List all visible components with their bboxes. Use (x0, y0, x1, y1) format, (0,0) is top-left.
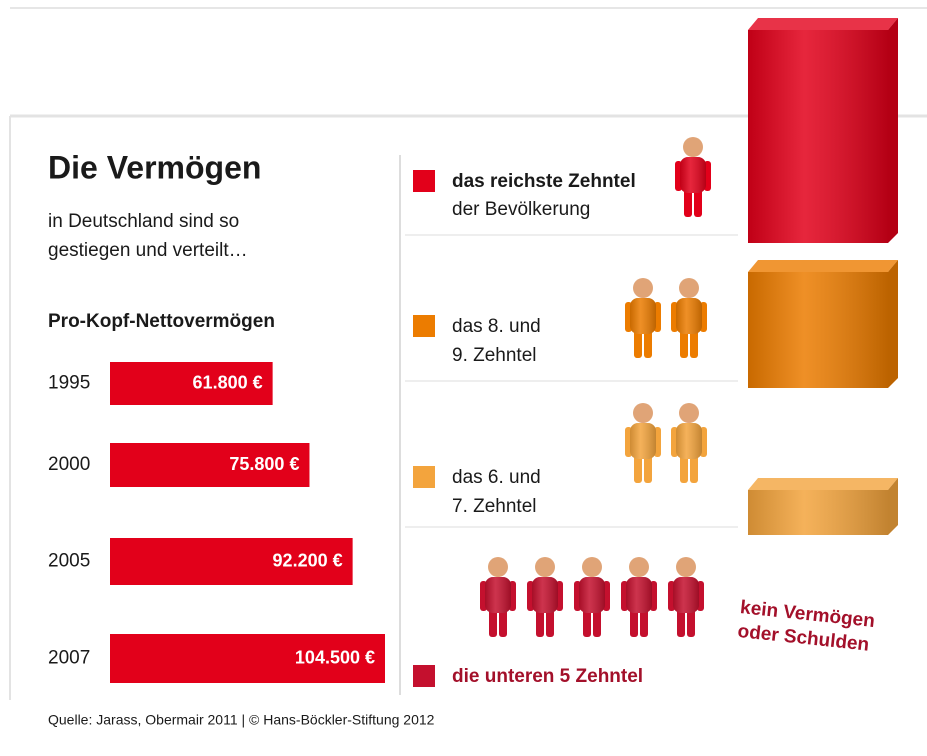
person-icon (574, 557, 610, 637)
person-shade (630, 298, 656, 334)
person-head (676, 557, 696, 577)
person-leg (644, 328, 652, 358)
block-side (888, 18, 898, 243)
person-head (633, 403, 653, 423)
person-leg (536, 607, 544, 637)
value-label: 104.500 € (295, 647, 375, 667)
value-label: 75.800 € (229, 454, 299, 474)
bar (110, 362, 273, 405)
y-tick-label: 2007 (48, 648, 90, 669)
legend-label: das 6. und (452, 467, 541, 488)
person-shade (485, 577, 511, 613)
person-head (629, 557, 649, 577)
person-leg (499, 607, 507, 637)
legend-swatch (413, 466, 435, 488)
y-tick-label: 1995 (48, 373, 90, 394)
block-top (748, 260, 898, 272)
person-leg (634, 328, 642, 358)
person-leg (546, 607, 554, 637)
value-label: 92.200 € (273, 550, 343, 570)
block-front-shade (748, 272, 888, 388)
person-shade (676, 423, 702, 459)
block-side (888, 260, 898, 388)
block-top (748, 478, 898, 490)
person-icon (621, 557, 657, 637)
legend-swatch (413, 170, 435, 192)
person-icon (671, 403, 707, 483)
block-front-shade (748, 30, 888, 243)
person-icon (671, 278, 707, 358)
person-head (679, 403, 699, 423)
y-tick-label: 2005 (48, 551, 90, 572)
person-leg (583, 607, 591, 637)
person-head (582, 557, 602, 577)
chart-title: Pro-Kopf-Nettovermögen (48, 311, 275, 332)
person-leg (640, 607, 648, 637)
person-shade (532, 577, 558, 613)
source: Quelle: Jarass, Obermair 2011 | © Hans-B… (48, 712, 435, 728)
legend-label: 7. Zehntel (452, 496, 537, 517)
block (748, 18, 898, 243)
y-tick-label: 2000 (48, 454, 90, 475)
block-side (888, 478, 898, 535)
person-head (535, 557, 555, 577)
legend-label: 9. Zehntel (452, 345, 537, 366)
legend-label: die unteren 5 Zehntel (452, 666, 643, 687)
person-head (633, 278, 653, 298)
subtitle: gestiegen und verteilt… (48, 240, 248, 261)
block-side-shade (888, 18, 898, 243)
person-shade (579, 577, 605, 613)
bar (110, 443, 310, 487)
person-icon (625, 403, 661, 483)
title: Die Vermögen (48, 149, 261, 185)
person-leg (489, 607, 497, 637)
person-leg (687, 607, 695, 637)
person-leg (644, 453, 652, 483)
block-side-shade (888, 478, 898, 535)
person-leg (690, 453, 698, 483)
person-icon (527, 557, 563, 637)
block-front-shade (748, 490, 888, 535)
person-shade (676, 298, 702, 334)
person-leg (677, 607, 685, 637)
person-icon (625, 278, 661, 358)
legend-swatch (413, 665, 435, 687)
block (748, 260, 898, 388)
legend-label: der Bevölkerung (452, 199, 590, 220)
person-icon (480, 557, 516, 637)
legend-swatch (413, 315, 435, 337)
value-label: 61.800 € (193, 372, 263, 392)
person-leg (593, 607, 601, 637)
person-head (488, 557, 508, 577)
person-head (679, 278, 699, 298)
person-leg (690, 328, 698, 358)
person-icon (668, 557, 704, 637)
person-shade (680, 157, 706, 193)
block-top (748, 18, 898, 30)
person-leg (630, 607, 638, 637)
person-leg (634, 453, 642, 483)
legend-label: das reichste Zehntel (452, 171, 636, 192)
bar (110, 634, 385, 683)
person-leg (694, 187, 702, 217)
legend-label: das 8. und (452, 316, 541, 337)
person-leg (680, 328, 688, 358)
bar (110, 538, 353, 585)
annotation: kein Vermögen oder Schulden (737, 597, 876, 656)
block (748, 478, 898, 535)
person-shade (630, 423, 656, 459)
person-leg (684, 187, 692, 217)
person-shade (673, 577, 699, 613)
person-icon (675, 137, 711, 217)
subtitle: in Deutschland sind so (48, 211, 239, 232)
block-side-shade (888, 260, 898, 388)
person-shade (626, 577, 652, 613)
person-leg (680, 453, 688, 483)
person-head (683, 137, 703, 157)
